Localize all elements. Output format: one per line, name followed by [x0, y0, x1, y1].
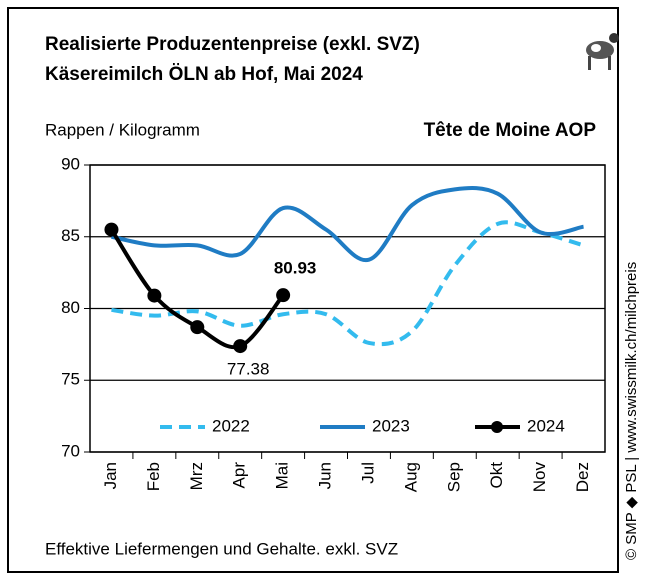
- y-tick-label: 75: [61, 370, 80, 389]
- data-label: 77.38: [227, 360, 270, 379]
- y-tick-label: 80: [61, 298, 80, 317]
- data-point: [276, 288, 291, 303]
- legend-marker: [491, 421, 503, 433]
- x-tick-label: Jan: [101, 462, 120, 489]
- line-series: [111, 186, 584, 262]
- x-tick-label: Nov: [530, 462, 549, 493]
- x-tick-label: Mai: [273, 462, 292, 489]
- y-tick-label: 90: [61, 154, 80, 173]
- product-label: Tête de Moine AOP: [424, 120, 597, 141]
- x-tick-label: Sep: [444, 462, 463, 492]
- chart-title: Realisierte Produzentenpreise (exkl. SVZ…: [45, 34, 420, 55]
- data-label: 80.93: [274, 259, 317, 278]
- footnote: Effektive Liefermengen und Gehalte. exkl…: [45, 539, 398, 558]
- data-point: [147, 288, 162, 303]
- y-tick-label: 85: [61, 226, 80, 245]
- source: © SMP ◆ PSL | www.swissmilk.ch/milchprei…: [623, 262, 640, 560]
- x-tick-label: Feb: [144, 462, 163, 491]
- line-series: [111, 220, 585, 347]
- y-tick-label: 70: [61, 441, 80, 460]
- frame: [7, 7, 619, 573]
- x-tick-label: Okt: [487, 462, 506, 489]
- legend-label: 2022: [212, 416, 250, 435]
- data-point: [233, 339, 248, 354]
- x-tick-label: Aug: [401, 462, 420, 492]
- legend-bg: [152, 415, 276, 439]
- data-point: [104, 222, 119, 237]
- x-tick-label: Jul: [358, 462, 377, 484]
- x-tick-label: Mrz: [187, 462, 206, 490]
- legend-label: 2024: [527, 416, 565, 435]
- x-tick-label: Apr: [230, 462, 249, 489]
- legend-label: 2023: [372, 416, 410, 435]
- x-tick-label: Dez: [573, 462, 592, 492]
- x-tick-label: Jun: [316, 462, 335, 489]
- y-axis-label: Rappen / Kilogramm: [45, 120, 200, 139]
- chart-subtitle: Käsereimilch ÖLN ab Hof, Mai 2024: [45, 64, 363, 85]
- cow-icon: [586, 33, 619, 70]
- data-point: [190, 320, 205, 335]
